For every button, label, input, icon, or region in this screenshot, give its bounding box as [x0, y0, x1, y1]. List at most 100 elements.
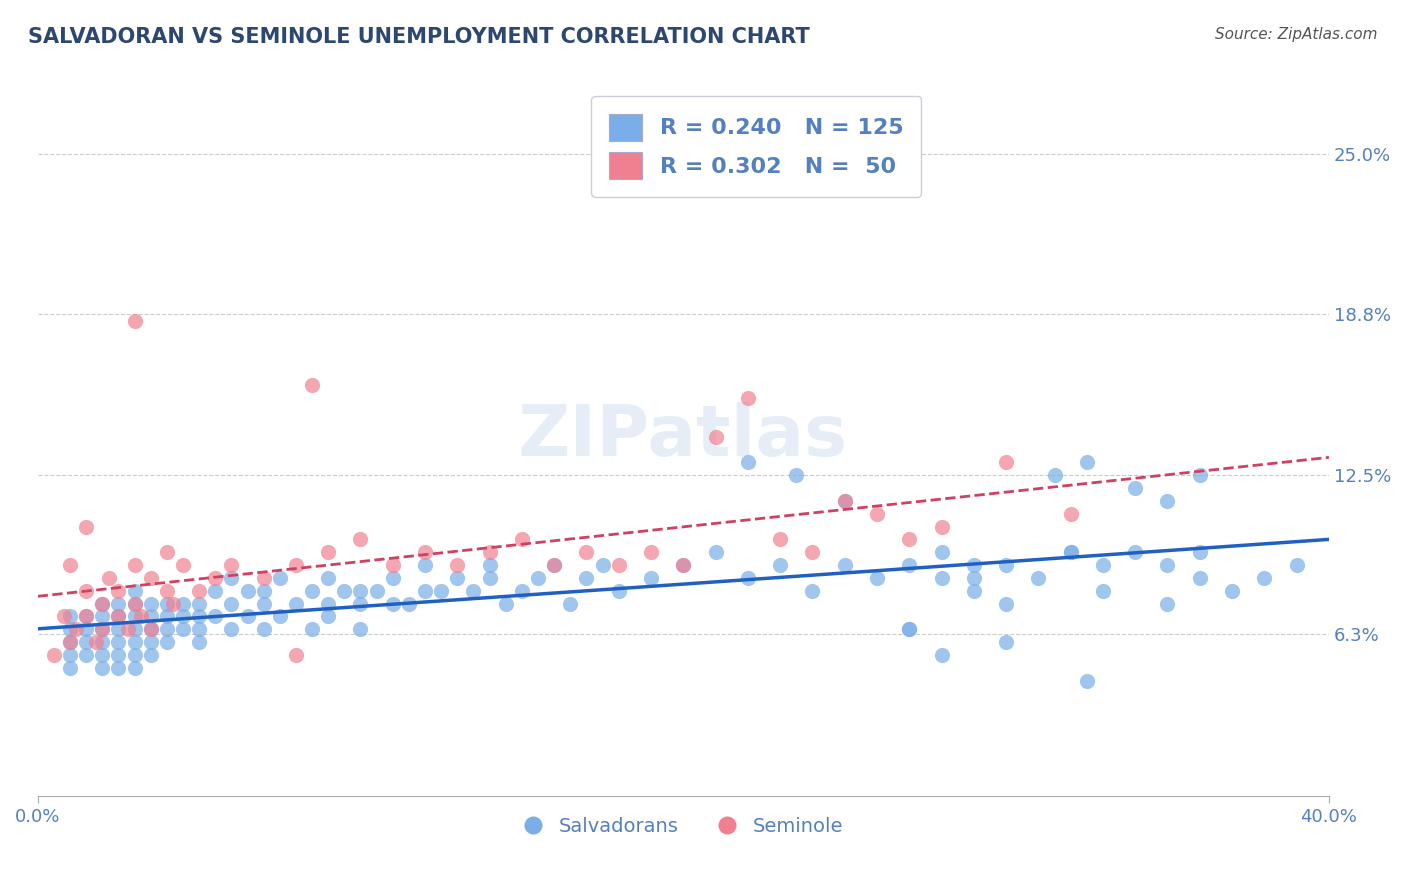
Point	[931, 571, 953, 585]
Point	[1156, 558, 1178, 573]
Point	[510, 533, 533, 547]
Point	[640, 545, 662, 559]
Point	[898, 533, 921, 547]
Point	[156, 583, 179, 598]
Point	[124, 622, 146, 636]
Point	[333, 583, 356, 598]
Point	[301, 378, 323, 392]
Point	[204, 571, 226, 585]
Point	[139, 597, 162, 611]
Point	[284, 597, 307, 611]
Point	[704, 545, 727, 559]
Point	[1285, 558, 1308, 573]
Point	[575, 571, 598, 585]
Point	[107, 635, 129, 649]
Point	[560, 597, 582, 611]
Point	[139, 571, 162, 585]
Point	[75, 622, 97, 636]
Point	[607, 583, 630, 598]
Point	[75, 609, 97, 624]
Point	[188, 597, 211, 611]
Point	[91, 661, 114, 675]
Point	[1043, 468, 1066, 483]
Point	[91, 609, 114, 624]
Point	[1123, 481, 1146, 495]
Point	[898, 622, 921, 636]
Point	[737, 391, 759, 405]
Point	[381, 558, 404, 573]
Point	[575, 545, 598, 559]
Point	[349, 597, 371, 611]
Point	[413, 583, 436, 598]
Point	[1156, 597, 1178, 611]
Point	[59, 648, 82, 662]
Point	[316, 545, 339, 559]
Point	[640, 571, 662, 585]
Point	[124, 583, 146, 598]
Legend: Salvadorans, Seminole: Salvadorans, Seminole	[516, 809, 851, 844]
Point	[737, 455, 759, 469]
Point	[301, 583, 323, 598]
Point	[834, 558, 856, 573]
Point	[75, 583, 97, 598]
Point	[97, 571, 120, 585]
Point	[52, 609, 75, 624]
Point	[253, 583, 276, 598]
Point	[898, 622, 921, 636]
Point	[1076, 673, 1098, 688]
Point	[1188, 571, 1211, 585]
Text: Source: ZipAtlas.com: Source: ZipAtlas.com	[1215, 27, 1378, 42]
Point	[124, 597, 146, 611]
Point	[117, 622, 139, 636]
Point	[769, 533, 792, 547]
Point	[349, 533, 371, 547]
Point	[430, 583, 453, 598]
Point	[1220, 583, 1243, 598]
Point	[931, 648, 953, 662]
Point	[495, 597, 517, 611]
Point	[156, 635, 179, 649]
Point	[931, 545, 953, 559]
Point	[398, 597, 420, 611]
Point	[413, 545, 436, 559]
Point	[1253, 571, 1275, 585]
Point	[59, 622, 82, 636]
Point	[1091, 583, 1114, 598]
Point	[381, 571, 404, 585]
Point	[866, 507, 889, 521]
Point	[316, 571, 339, 585]
Point	[478, 558, 501, 573]
Point	[59, 661, 82, 675]
Point	[91, 622, 114, 636]
Point	[156, 545, 179, 559]
Point	[107, 648, 129, 662]
Point	[42, 648, 65, 662]
Point	[84, 635, 107, 649]
Point	[221, 622, 243, 636]
Point	[124, 609, 146, 624]
Point	[124, 635, 146, 649]
Point	[124, 648, 146, 662]
Point	[188, 635, 211, 649]
Point	[236, 583, 259, 598]
Point	[75, 648, 97, 662]
Point	[963, 558, 986, 573]
Point	[172, 609, 194, 624]
Point	[204, 583, 226, 598]
Point	[162, 597, 184, 611]
Point	[139, 635, 162, 649]
Point	[124, 661, 146, 675]
Point	[124, 597, 146, 611]
Point	[188, 583, 211, 598]
Point	[963, 583, 986, 598]
Point	[704, 430, 727, 444]
Point	[366, 583, 388, 598]
Point	[834, 494, 856, 508]
Point	[107, 622, 129, 636]
Point	[91, 635, 114, 649]
Point	[107, 609, 129, 624]
Point	[737, 571, 759, 585]
Point	[221, 558, 243, 573]
Point	[124, 558, 146, 573]
Point	[592, 558, 614, 573]
